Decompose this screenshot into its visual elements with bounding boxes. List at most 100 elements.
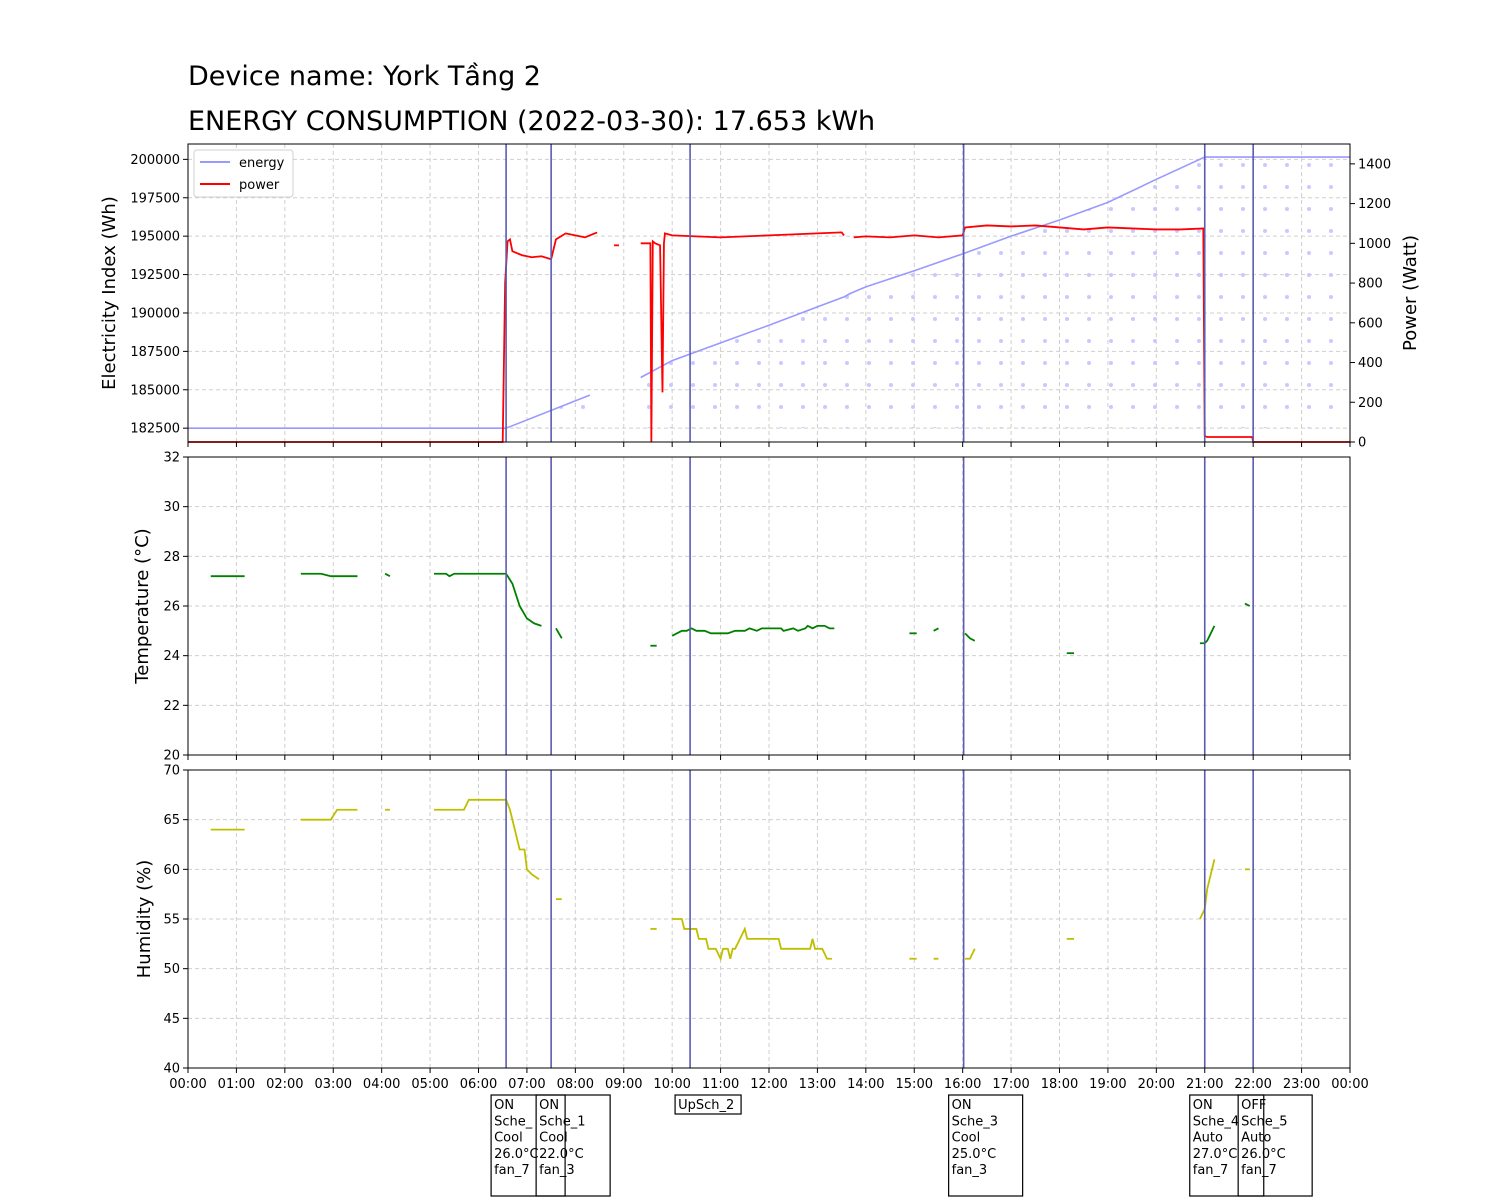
event-annotation-line: ON — [952, 1098, 972, 1113]
x-tick-label: 08:00 — [557, 1077, 594, 1092]
event-annotation-line: 27.0°C — [1193, 1147, 1238, 1162]
y-tick-label: 187500 — [130, 345, 180, 360]
event-annotation-line: Sche_5 — [1241, 1114, 1287, 1129]
temperature-line — [1199, 625, 1216, 645]
x-tick-label: 16:00 — [944, 1077, 981, 1092]
device-title: Device name: York Tầng 2 — [188, 61, 541, 92]
power-line — [853, 224, 1350, 443]
event-annotation-line: 26.0°C — [494, 1147, 539, 1162]
power-line — [188, 231, 598, 443]
temperature-line — [300, 572, 358, 578]
x-tick-label: 21:00 — [1186, 1077, 1223, 1092]
x-tick-label: 17:00 — [992, 1077, 1029, 1092]
humidity-line — [672, 918, 832, 962]
temperature-line — [964, 632, 976, 642]
y-tick-label: 185000 — [130, 383, 180, 398]
event-annotation-line: Cool — [494, 1131, 523, 1146]
x-tick-label: 19:00 — [1089, 1077, 1126, 1092]
humidity-line — [433, 798, 540, 881]
temperature-line — [1244, 602, 1251, 607]
event-annotation-line: fan_7 — [494, 1163, 530, 1178]
event-annotation-line: ON — [1193, 1098, 1213, 1113]
event-annotation-line: Sche_ — [494, 1114, 533, 1129]
x-tick-label: 00:00 — [1331, 1077, 1368, 1092]
temperature-line — [384, 572, 391, 578]
x-tick-label: 05:00 — [411, 1077, 448, 1092]
x-tick-label: 03:00 — [315, 1077, 352, 1092]
x-tick-label: 12:00 — [750, 1077, 787, 1092]
event-annotation-line: fan_3 — [952, 1163, 988, 1178]
event-annotation-line: OFF — [1241, 1098, 1266, 1113]
x-tick-label: 10:00 — [653, 1077, 690, 1092]
temperature-line — [671, 624, 835, 637]
y-tick-label: 190000 — [130, 306, 180, 321]
y-tick-label: 195000 — [130, 230, 180, 245]
event-annotation-line: Cool — [952, 1131, 981, 1146]
energy-title: ENERGY CONSUMPTION (2022-03-30): 17.653 … — [188, 106, 875, 137]
y-axis-label-power: Power (Watt) — [1400, 235, 1421, 351]
y-tick-label: 200000 — [130, 153, 180, 168]
event-annotation-line: Sche_4 — [1193, 1114, 1239, 1129]
x-tick-label: 22:00 — [1234, 1077, 1271, 1092]
event-annotation-box — [948, 1094, 1024, 1197]
y-tick-label: 20 — [163, 749, 180, 764]
event-annotation-line: Cool — [539, 1131, 568, 1146]
y-tick-label: 26 — [163, 600, 180, 615]
y-tick-label: 192500 — [130, 268, 180, 283]
x-tick-label: 01:00 — [218, 1077, 255, 1092]
event-annotation-line: fan_3 — [539, 1163, 575, 1178]
y-tick-label: 65 — [163, 813, 180, 828]
y2-tick-label: 0 — [1358, 436, 1366, 451]
y-tick-label: 55 — [163, 913, 180, 928]
event-annotation-line: 22.0°C — [539, 1147, 584, 1162]
event-annotation-box — [674, 1094, 742, 1115]
y-tick-label: 24 — [163, 649, 180, 664]
y-tick-label: 22 — [163, 699, 180, 714]
energy-line — [640, 156, 1350, 379]
x-tick-label: 02:00 — [266, 1077, 303, 1092]
temperature-line — [933, 627, 939, 632]
temperature-line — [433, 572, 542, 627]
event-annotation-line: Auto — [1241, 1131, 1271, 1146]
humidity-line — [300, 808, 358, 821]
y-tick-label: 28 — [163, 550, 180, 565]
event-annotation-box — [535, 1094, 611, 1197]
event-annotation: UpSch_2 — [674, 1094, 742, 1115]
temperature-line — [555, 627, 563, 639]
x-tick-label: 15:00 — [896, 1077, 933, 1092]
event-annotation-line: ON — [494, 1098, 514, 1113]
x-tick-label: 23:00 — [1283, 1077, 1320, 1092]
legend-label-energy: energy — [239, 156, 285, 171]
y-tick-label: 32 — [163, 451, 180, 466]
x-tick-label: 09:00 — [605, 1077, 642, 1092]
x-tick-label: 00:00 — [169, 1077, 206, 1092]
event-annotation-line: Sche_1 — [539, 1114, 585, 1129]
y2-tick-label: 400 — [1358, 356, 1383, 371]
y-tick-label: 50 — [163, 962, 180, 977]
event-annotation-line: fan_7 — [1193, 1163, 1229, 1178]
y-axis-label-temperature: Temperature (°C) — [132, 528, 153, 684]
event-annotation-line: 25.0°C — [952, 1147, 997, 1162]
y-tick-label: 197500 — [130, 191, 180, 206]
y2-tick-label: 800 — [1358, 277, 1383, 292]
x-tick-label: 06:00 — [460, 1077, 497, 1092]
power-line — [640, 231, 845, 443]
event-annotation-box — [490, 1094, 566, 1197]
energy-fill-area — [640, 157, 1350, 429]
y-tick-label: 45 — [163, 1012, 180, 1027]
y2-tick-label: 200 — [1358, 396, 1383, 411]
event-annotation-box — [1237, 1094, 1313, 1197]
x-tick-label: 14:00 — [847, 1077, 884, 1092]
y2-tick-label: 600 — [1358, 316, 1383, 331]
humidity-line — [1199, 859, 1216, 920]
y-tick-label: 182500 — [130, 422, 180, 437]
humidity-line — [965, 948, 976, 960]
event-annotation-line: Sche_3 — [952, 1114, 998, 1129]
event-annotation-box — [1189, 1094, 1265, 1197]
event-annotation-line: 26.0°C — [1241, 1147, 1286, 1162]
